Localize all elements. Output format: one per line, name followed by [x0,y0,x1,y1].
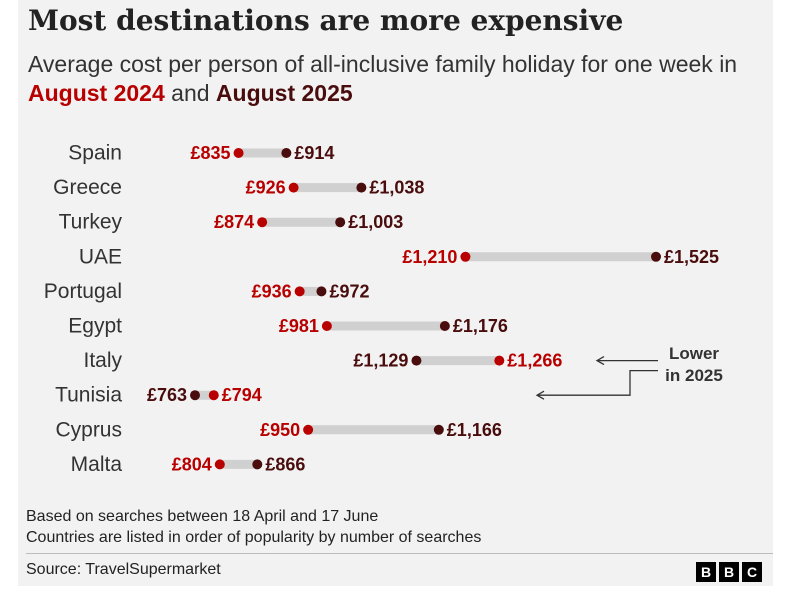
subtitle-year-2024: August 2024 [28,80,165,106]
value-label-2024: £926 [246,178,286,198]
annotation-arrowhead-italy [595,356,605,366]
value-label-2025: £1,129 [353,351,408,371]
value-label-2024: £981 [279,316,319,336]
subtitle-connector: and [164,80,216,106]
value-label-2024: £804 [172,454,212,474]
point-2025 [190,390,200,401]
point-2024 [321,321,332,331]
value-label-2025: £1,166 [447,420,502,440]
country-label: Portugal [44,280,122,303]
source-credit: Source: TravelSupermarket [26,561,221,578]
point-2024 [288,182,299,193]
chart-title: Most destinations are more expensive [28,4,624,37]
bbc-logo-letter: B [696,562,716,582]
country-label: Tunisia [55,384,122,407]
point-2024 [294,286,305,297]
country-label: Turkey [59,211,123,234]
point-2024 [303,424,314,435]
value-label-2025: £1,525 [664,247,719,267]
value-label-2025: £914 [294,143,334,163]
annotation-label: Lower [669,344,719,363]
value-label-2025: £1,003 [348,212,403,232]
value-label-2024: £936 [252,281,292,301]
value-label-2024: £950 [260,420,300,440]
point-2025 [411,355,422,366]
point-2025 [316,286,327,297]
point-2025 [433,424,444,435]
value-label-2024: £794 [222,385,262,405]
point-2025 [281,148,292,158]
footer-divider [26,553,773,554]
value-label-2024: £874 [214,212,254,232]
point-2024 [460,251,471,262]
point-2025 [252,459,263,470]
value-label-2025: £1,176 [453,316,508,336]
point-2025 [651,251,661,262]
country-label: Malta [71,453,123,476]
country-label: Cyprus [55,418,122,441]
value-label-2024: £835 [191,143,231,163]
subtitle-year-2025: August 2025 [215,80,353,106]
point-2024 [208,390,219,401]
value-label-2024: £1,210 [402,247,457,267]
point-2024 [233,148,244,158]
chart-card: Most destinations are more expensive Ave… [18,0,773,586]
point-2024 [494,355,505,366]
point-2025 [439,321,450,331]
note-search-period: Based on searches between 18 April and 1… [26,508,379,525]
country-label: Egypt [68,315,122,338]
value-label-2025: £972 [329,281,369,301]
country-label: Italy [83,349,122,372]
value-label-2025: £866 [265,454,305,474]
annotation-label: in 2025 [665,366,723,385]
annotation-arrowhead-tunisia [535,390,545,400]
dumbbell-chart: Spain £835 £914 Greece £926 £1,038 Turkey £874 £… [44,142,723,476]
subtitle-text: Average cost per person of all-inclusive… [28,51,738,77]
point-2024 [214,459,225,470]
bbc-logo-letter: B [719,562,739,582]
chart-subtitle: Average cost per person of all-inclusive… [28,50,773,108]
country-label: UAE [79,245,122,268]
note-ordering: Countries are listed in order of popular… [26,529,482,546]
chart-notes: Based on searches between 18 April and 1… [26,506,481,548]
value-label-2025: £763 [147,385,187,405]
point-2025 [335,217,346,228]
value-label-2024: £1,266 [507,351,562,371]
annotation-arrow-tunisia [538,369,658,396]
bbc-logo-letter: C [742,562,762,582]
country-label: Spain [68,142,122,165]
point-2025 [356,182,367,193]
value-label-2025: £1,038 [369,178,424,198]
point-2024 [257,217,268,228]
bbc-logo: B B C [696,562,762,582]
country-label: Greece [53,176,122,199]
